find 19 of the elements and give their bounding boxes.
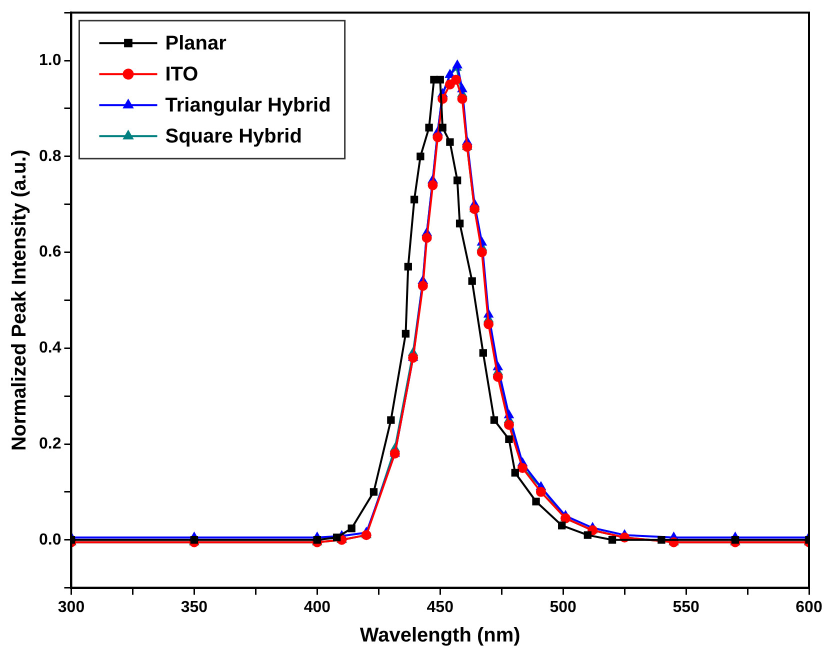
legend-label: Square Hybrid (165, 126, 302, 148)
legend-label: Triangular Hybrid (165, 94, 331, 117)
x-tick-label: 400 (304, 598, 331, 616)
x-axis-title: Wavelength (nm) (360, 624, 520, 647)
x-tick-label: 600 (796, 598, 822, 616)
x-tick-label: 500 (550, 598, 577, 616)
y-tick-label: 0.2 (38, 435, 62, 452)
legend-label: ITO (165, 64, 198, 86)
x-tick-label: 350 (180, 598, 208, 616)
y-tick-label: 0.0 (38, 531, 62, 548)
x-tick-label: 300 (58, 598, 85, 616)
x-tick-label: 450 (426, 598, 454, 616)
y-tick-label: 0.4 (38, 340, 62, 357)
y-tick-label: 0.6 (38, 244, 62, 261)
y-axis-title: Normalized Peak Intensity (a.u.) (8, 150, 31, 451)
y-tick-label: 1.0 (38, 52, 62, 69)
y-tick-label: 0.8 (38, 148, 62, 165)
legend-label: Planar (165, 32, 227, 55)
x-tick-label: 550 (672, 598, 700, 616)
